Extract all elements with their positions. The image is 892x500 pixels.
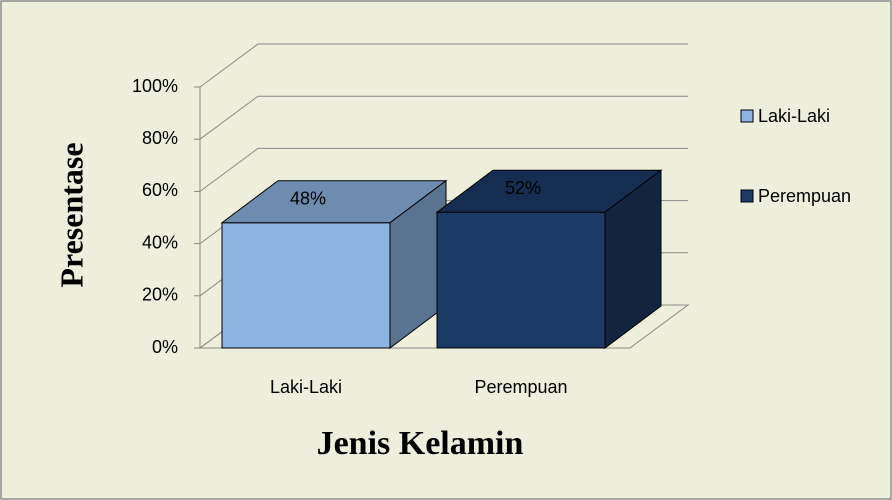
- bar-front: [221, 222, 391, 349]
- legend-label: Laki-Laki: [758, 106, 830, 126]
- y-tick-label: 80%: [142, 128, 178, 148]
- grid-line: [199, 43, 688, 88]
- y-axis-title: Presentase: [53, 142, 89, 287]
- grid-line: [199, 147, 688, 192]
- legend-swatch: [740, 109, 754, 123]
- x-tick-label: Perempuan: [474, 377, 567, 397]
- bar-front: [436, 211, 606, 349]
- y-tick-label: 100%: [132, 76, 178, 96]
- y-tick-label: 20%: [142, 285, 178, 305]
- y-tick-label: 60%: [142, 180, 178, 200]
- value-label: 48%: [290, 188, 326, 208]
- legend-label: Perempuan: [758, 186, 851, 206]
- value-label: 52%: [505, 178, 541, 198]
- grid-line: [199, 95, 688, 140]
- y-tick-label: 0%: [152, 337, 178, 357]
- y-tick-label: 40%: [142, 232, 178, 252]
- legend-swatch: [740, 189, 754, 203]
- x-axis-title: Jenis Kelamin: [317, 425, 524, 462]
- x-tick-label: Laki-Laki: [270, 377, 342, 397]
- bar-side: [604, 169, 662, 349]
